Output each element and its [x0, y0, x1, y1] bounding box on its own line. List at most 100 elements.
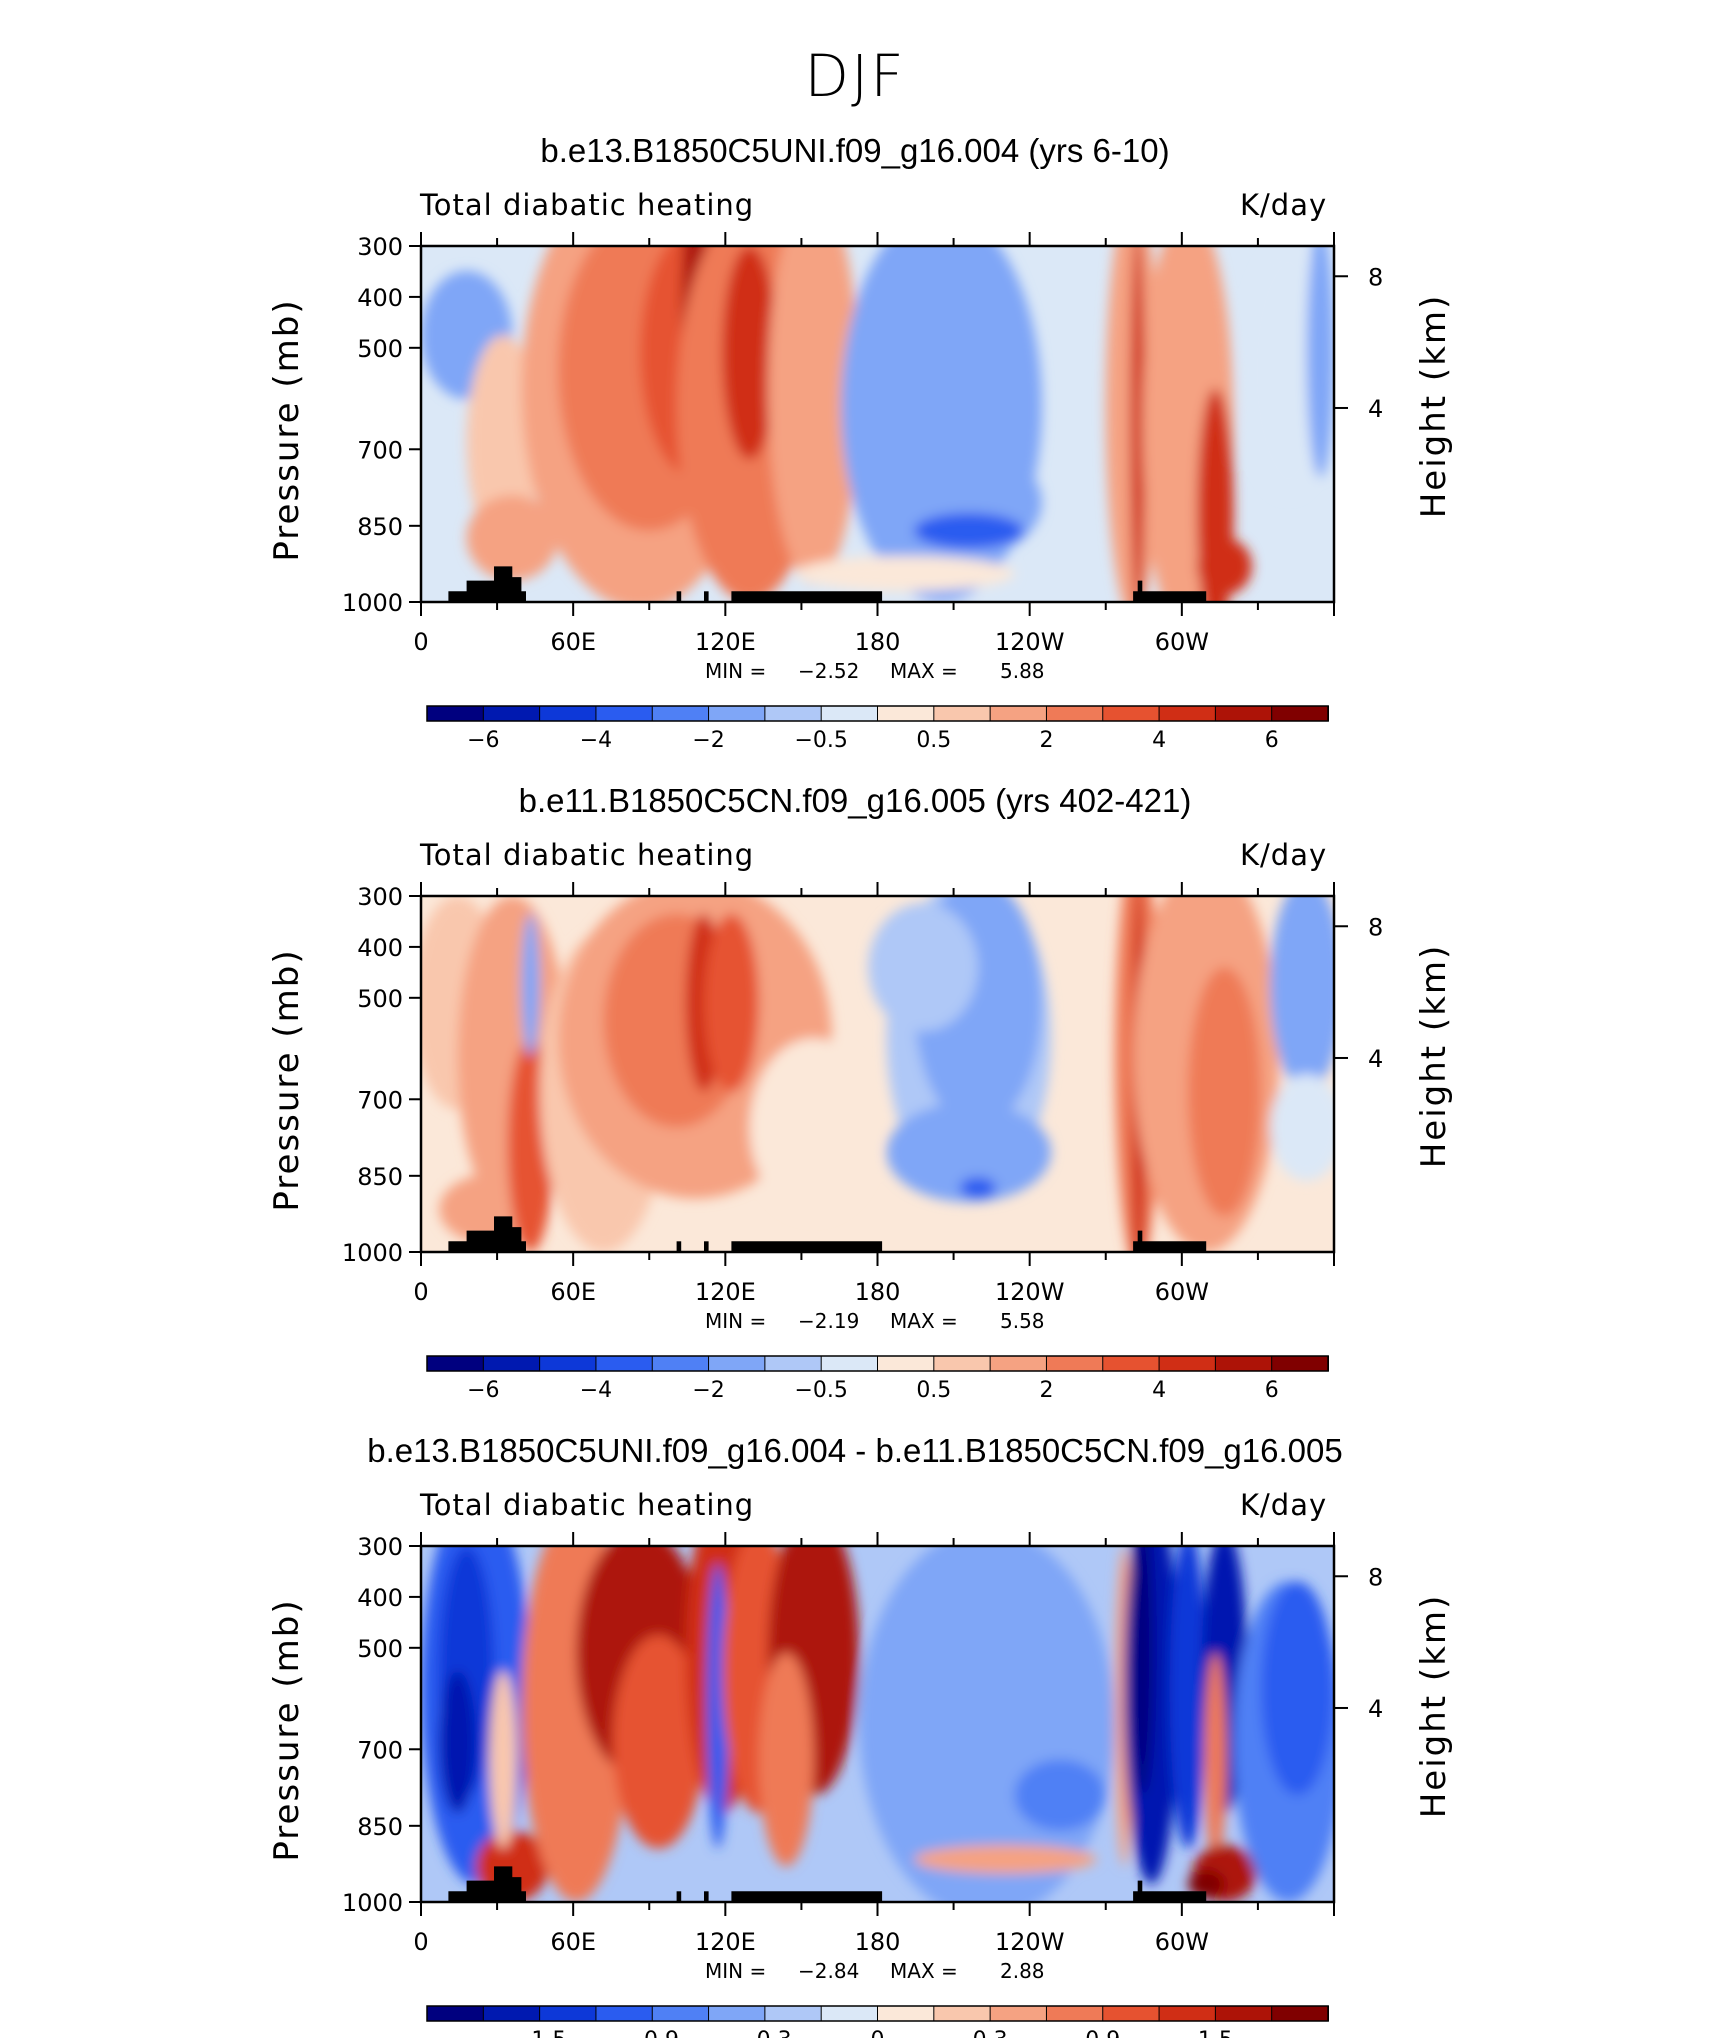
- contour-field: [421, 896, 1334, 1252]
- colorbar-swatch: [708, 705, 766, 722]
- colorbar-label: 2: [1039, 728, 1053, 753]
- x-tick-label: 60E: [550, 1928, 596, 1956]
- colorbar-swatch: [820, 2005, 879, 2022]
- topography: [676, 1891, 682, 1902]
- y-tick-label: 1000: [342, 1239, 403, 1267]
- y-axis-title: Pressure (mb): [267, 1598, 307, 1861]
- panel-title: b.e13.B1850C5UNI.f09_g16.004 (yrs 6-10): [540, 132, 1170, 169]
- y-axis-right-title: Height (km): [1414, 294, 1454, 519]
- x-tick-label: 0: [413, 628, 428, 656]
- colorbar-swatch: [1271, 1355, 1329, 1372]
- colorbar-label: −2: [692, 728, 724, 753]
- y-tick-label: 850: [357, 513, 403, 541]
- y-tick-label: 700: [357, 1086, 403, 1114]
- contour-region: [1169, 1546, 1207, 1849]
- topography: [1133, 1230, 1207, 1252]
- contour-region: [1204, 1652, 1227, 1867]
- colorbar-swatch: [1045, 705, 1104, 722]
- topography: [448, 1216, 526, 1252]
- colorbar-label: −1.5: [513, 2028, 566, 2038]
- panel-plot: 300 400 500 700 850 1000 8 4 0 60E 120E 180 120W 60W P…: [267, 1532, 1454, 2038]
- colorbar-swatch: [933, 705, 992, 722]
- colorbar-swatch: [708, 1355, 766, 1372]
- contour-region: [612, 1635, 705, 1849]
- min-value: −2.19: [798, 1309, 859, 1333]
- colorbar-label: 2: [1039, 1378, 1053, 1403]
- max-label: MAX =: [890, 1309, 958, 1333]
- y-tick-label: 700: [357, 436, 403, 464]
- topography: [731, 1891, 883, 1902]
- variable-label: Total diabatic heating: [420, 838, 755, 872]
- colorbar-swatch: [877, 705, 935, 722]
- x-tick-label: 120W: [995, 1278, 1065, 1306]
- colorbar-swatch: [1045, 1355, 1104, 1372]
- max-value: 5.58: [1000, 1309, 1045, 1333]
- contour-region: [1187, 967, 1261, 1217]
- contour-region: [758, 1652, 814, 1867]
- contour-region: [521, 913, 540, 1057]
- colorbar-swatch: [426, 705, 485, 722]
- colorbar-swatch: [595, 1355, 654, 1372]
- colorbar-swatch: [989, 1355, 1048, 1372]
- colorbar-swatch: [426, 1355, 485, 1372]
- min-label: MIN =: [705, 659, 766, 683]
- contour-region: [1270, 1074, 1334, 1181]
- x-tick-label: 180: [855, 1928, 901, 1956]
- colorbar: −1.5 −0.9 −0.3 0 0.3 0.9 1.5: [426, 2005, 1329, 2038]
- panel-plot: 300 400 500 700 850 1000 8 4 0 60E 120E 180 120W 60W P…: [267, 232, 1454, 753]
- y-tick-label: 300: [357, 1533, 403, 1561]
- colorbar-swatch: [1271, 705, 1329, 722]
- x-tick-label: 180: [855, 628, 901, 656]
- y-right-tick-label: 4: [1368, 1695, 1383, 1723]
- colorbar-label: −4: [580, 1378, 612, 1403]
- colorbar-label: 0.9: [1085, 2028, 1120, 2038]
- contour-region: [1130, 246, 1146, 602]
- topography: [1133, 1880, 1207, 1902]
- topography: [704, 1241, 709, 1252]
- colorbar-swatch: [989, 2005, 1048, 2022]
- contour-region: [795, 555, 1015, 592]
- colorbar-swatch: [426, 2005, 485, 2022]
- contour-region: [1270, 896, 1334, 1092]
- contour-region: [959, 1177, 997, 1199]
- contour-region: [914, 513, 1024, 549]
- colorbar: −6 −4 −2 −0.5 0.5 2 4 6: [426, 1355, 1329, 1403]
- colorbar-swatch: [1214, 2005, 1273, 2022]
- x-tick-label: 60E: [550, 628, 596, 656]
- colorbar-swatch: [877, 1355, 935, 1372]
- units-label: K/day: [1240, 1488, 1328, 1522]
- colorbar-swatch: [595, 2005, 654, 2022]
- y-tick-label: 300: [357, 233, 403, 261]
- x-tick-label: 120E: [695, 1928, 756, 1956]
- min-value: −2.84: [798, 1959, 859, 1983]
- colorbar-label: 0.5: [916, 1378, 951, 1403]
- units-label: K/day: [1240, 838, 1328, 872]
- colorbar-swatch: [933, 1355, 992, 1372]
- y-right-tick-label: 8: [1368, 263, 1383, 291]
- colorbar-swatch: [1045, 2005, 1104, 2022]
- min-label: MIN =: [705, 1309, 766, 1333]
- colorbar-label: 0: [871, 2028, 885, 2038]
- colorbar-label: −6: [467, 1378, 499, 1403]
- x-tick-label: 60E: [550, 1278, 596, 1306]
- topography: [448, 1866, 526, 1902]
- colorbar-label: 0.5: [916, 728, 951, 753]
- variable-label: Total diabatic heating: [420, 188, 755, 222]
- x-tick-label: 0: [413, 1928, 428, 1956]
- colorbar-swatch: [877, 2005, 935, 2022]
- max-label: MAX =: [890, 1959, 958, 1983]
- colorbar-swatch: [651, 2005, 710, 2022]
- colorbar-label: −4: [580, 728, 612, 753]
- contour-field: [421, 1546, 1334, 1902]
- contour-region: [914, 1845, 1097, 1874]
- contour-region: [886, 1102, 1051, 1203]
- y-axis-title: Pressure (mb): [267, 298, 307, 561]
- colorbar-swatch: [1158, 1355, 1217, 1372]
- colorbar-swatch: [1102, 1355, 1161, 1372]
- colorbar-swatch: [539, 2005, 597, 2022]
- contour-region: [704, 913, 759, 1092]
- contour-region: [868, 903, 978, 1032]
- x-tick-label: 120W: [995, 1928, 1065, 1956]
- contour-region: [1260, 1581, 1334, 1796]
- colorbar-swatch: [1214, 1355, 1273, 1372]
